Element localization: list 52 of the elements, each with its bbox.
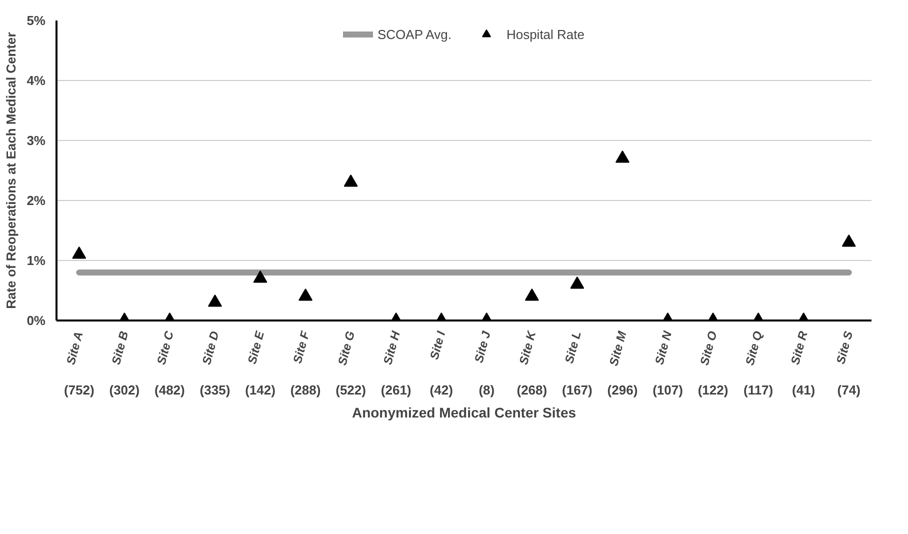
x-tick-label: Site N — [652, 329, 675, 366]
text: (261) — [380, 382, 412, 398]
text: (522) — [336, 382, 366, 398]
text: (122) — [698, 382, 728, 398]
point — [344, 174, 358, 187]
x-axis-title: Anonymized Medical Center Sites — [352, 404, 576, 420]
point — [842, 234, 856, 247]
x-tick-label: Site M — [606, 328, 630, 368]
x-tick-label: Site J — [472, 329, 494, 364]
text: (335) — [200, 382, 230, 398]
text: (302) — [109, 382, 140, 398]
y-tick-label: 5% — [26, 13, 46, 28]
x-tick-label: Site K — [516, 328, 540, 366]
point — [253, 270, 268, 283]
x-tick-label: Site A — [64, 330, 86, 366]
y-tick-label: 4% — [26, 73, 46, 88]
y-axis-title: Rate of Reoperations at Each Medical Center — [4, 32, 19, 309]
text: (482) — [154, 382, 185, 398]
y-tick-label: 0% — [26, 313, 46, 328]
text: (117) — [743, 382, 774, 398]
x-tick-label: Site F — [290, 329, 312, 365]
text: (42) — [430, 382, 453, 398]
legend-label: Hospital Rate — [506, 26, 584, 42]
point — [570, 276, 584, 289]
text: (107) — [652, 382, 683, 398]
text: (74) — [837, 382, 860, 398]
x-tick-label: Site H — [380, 329, 403, 366]
y-tick-label: 3% — [26, 133, 46, 148]
x-tick-label: Site L — [562, 330, 584, 365]
text: (268) — [516, 382, 548, 398]
text: (752) — [64, 382, 94, 398]
x-tick-label: Site O — [697, 329, 720, 367]
x-tick-label: Site E — [244, 328, 268, 366]
x-tick-label: Site I — [427, 329, 448, 362]
text: (41) — [792, 382, 816, 398]
legend-label: SCOAP Avg. — [378, 26, 452, 42]
y-tick-label: 2% — [26, 193, 46, 208]
point — [72, 246, 86, 259]
text: (288) — [290, 382, 321, 398]
x-tick-label: Site Q — [742, 329, 766, 367]
point — [615, 150, 630, 163]
x-tick-label: Site R — [788, 329, 810, 366]
y-tick-label: 1% — [26, 253, 46, 268]
text: (167) — [562, 382, 592, 398]
text: (142) — [245, 382, 276, 398]
x-tick-label: Site S — [833, 330, 856, 366]
text: (8) — [478, 382, 495, 398]
x-tick-label: Site B — [108, 329, 132, 366]
x-tick-label: Site D — [199, 329, 222, 366]
x-tick-label: Site G — [335, 330, 358, 367]
x-tick-label: Site C — [154, 329, 177, 366]
text: (296) — [607, 382, 638, 398]
